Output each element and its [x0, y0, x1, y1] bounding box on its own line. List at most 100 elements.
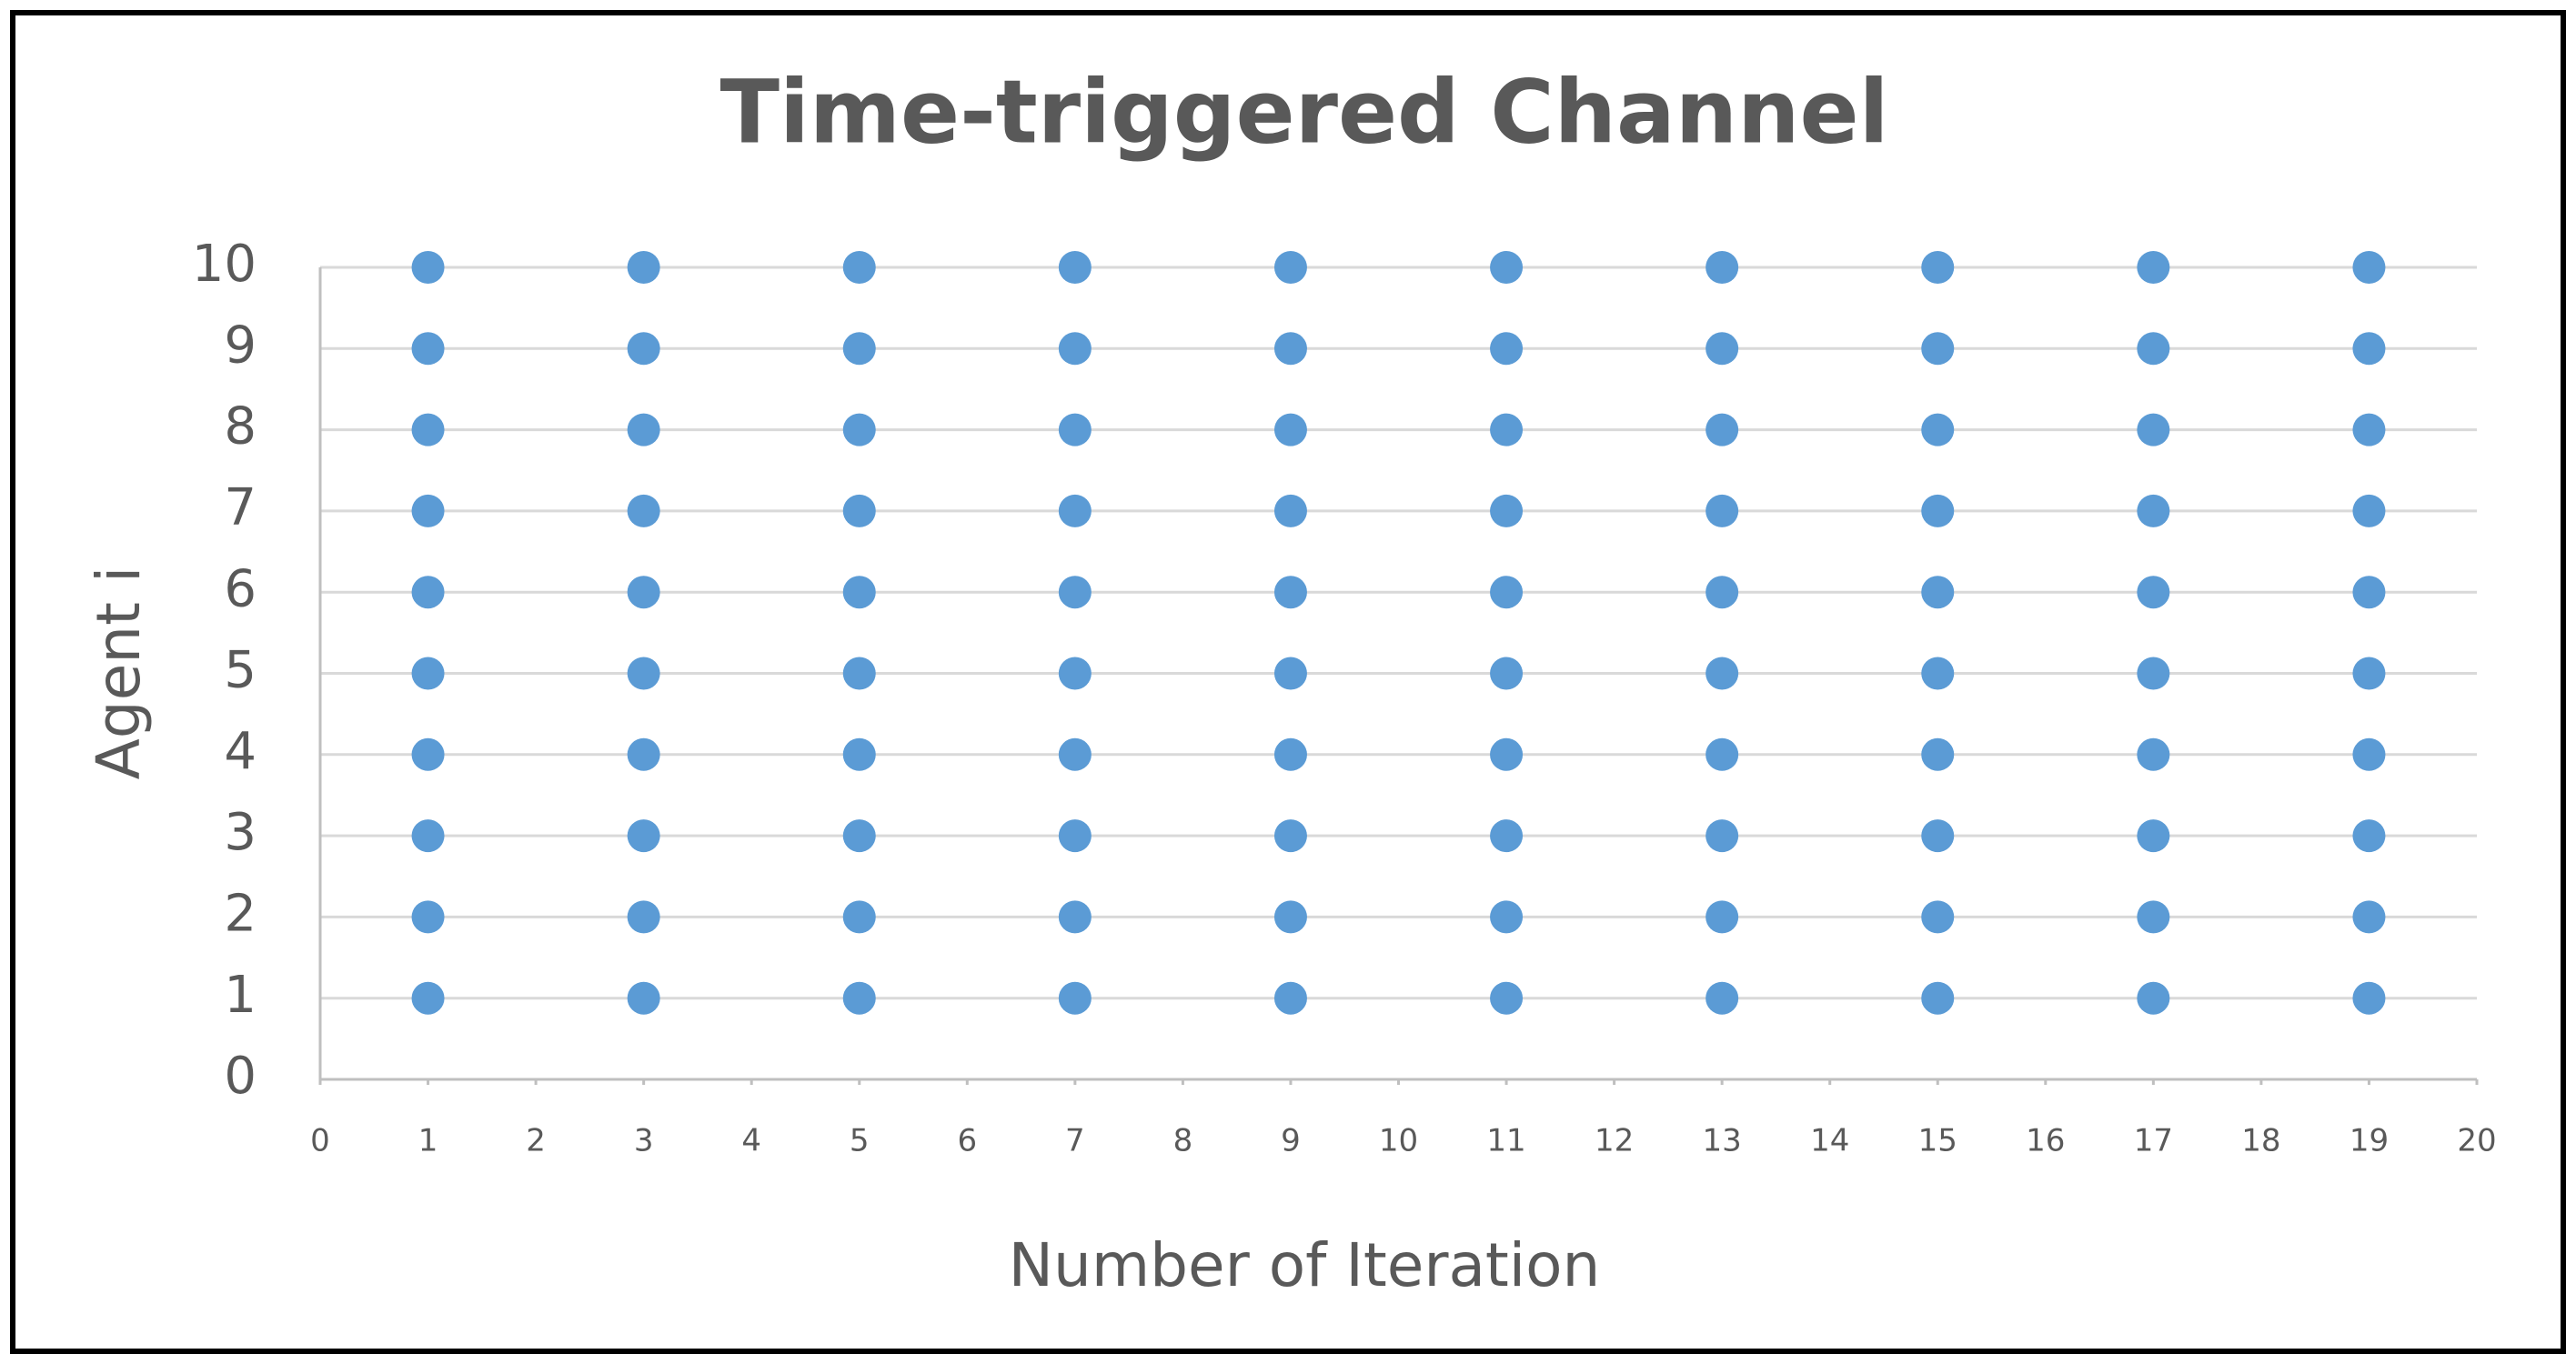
point	[1273, 576, 1307, 609]
point	[2137, 494, 2170, 527]
point	[627, 576, 660, 609]
point	[2352, 251, 2386, 284]
point	[2137, 251, 2170, 284]
point	[2137, 413, 2170, 446]
point	[1058, 819, 1092, 853]
point	[627, 657, 660, 690]
point	[1273, 657, 1307, 690]
point	[411, 251, 445, 284]
point	[842, 494, 876, 527]
point	[2137, 900, 2170, 934]
point	[2352, 819, 2386, 853]
point	[1273, 251, 1307, 284]
point	[1706, 413, 1739, 446]
point	[1058, 494, 1092, 527]
point	[2352, 900, 2386, 934]
point	[1273, 332, 1307, 366]
point	[1273, 900, 1307, 934]
point	[627, 332, 660, 366]
y-tick-label: 3	[224, 803, 257, 862]
point	[1921, 657, 1955, 690]
point	[411, 494, 445, 527]
x-tick-label: 2	[526, 1123, 546, 1159]
point	[2352, 413, 2386, 446]
point	[1490, 819, 1524, 853]
point	[2137, 576, 2170, 609]
point	[842, 332, 876, 366]
point	[411, 332, 445, 366]
point	[1273, 413, 1307, 446]
point	[1058, 657, 1092, 690]
point	[627, 981, 660, 1015]
point	[411, 413, 445, 446]
point	[411, 576, 445, 609]
x-tick-label: 17	[2134, 1123, 2173, 1159]
point	[1921, 413, 1955, 446]
x-tick-label: 15	[1918, 1123, 1957, 1159]
x-tick-label: 16	[2026, 1123, 2065, 1159]
y-tick-label: 2	[224, 885, 257, 944]
point	[1921, 981, 1955, 1015]
point	[411, 819, 445, 853]
point	[1490, 981, 1524, 1015]
y-tick-label: 1	[224, 966, 257, 1025]
x-tick-label: 1	[418, 1123, 438, 1159]
point	[2352, 576, 2386, 609]
point	[2137, 981, 2170, 1015]
x-tick-label: 12	[1595, 1123, 1634, 1159]
point	[2352, 494, 2386, 527]
point	[2352, 332, 2386, 366]
point	[1490, 332, 1524, 366]
point	[842, 737, 876, 771]
point	[627, 737, 660, 771]
y-tick-label: 5	[224, 641, 257, 700]
x-tick-label: 7	[1065, 1123, 1085, 1159]
x-tick-label: 4	[741, 1123, 761, 1159]
y-tick-label: 7	[224, 478, 257, 537]
x-tick-label: 19	[2350, 1123, 2389, 1159]
point	[2137, 737, 2170, 771]
point	[2352, 981, 2386, 1015]
point	[627, 494, 660, 527]
y-tick-label: 0	[224, 1047, 257, 1106]
y-tick-label: 4	[224, 722, 257, 781]
point	[1058, 900, 1092, 934]
point	[1921, 819, 1955, 853]
point	[1706, 332, 1739, 366]
point	[2137, 332, 2170, 366]
point	[2352, 737, 2386, 771]
point	[1273, 981, 1307, 1015]
x-tick-label: 14	[1810, 1123, 1849, 1159]
point	[627, 413, 660, 446]
point	[1058, 576, 1092, 609]
y-tick-label: 6	[224, 559, 257, 618]
point	[1706, 737, 1739, 771]
point	[842, 657, 876, 690]
point	[2137, 657, 2170, 690]
point	[842, 819, 876, 853]
point	[1490, 494, 1524, 527]
x-tick-label: 3	[634, 1123, 654, 1159]
point	[1490, 737, 1524, 771]
point	[1058, 332, 1092, 366]
point	[1058, 737, 1092, 771]
point	[627, 251, 660, 284]
point	[1706, 576, 1739, 609]
point	[1058, 413, 1092, 446]
point	[1921, 900, 1955, 934]
x-tick-label: 0	[310, 1123, 330, 1159]
point	[411, 737, 445, 771]
point	[1273, 494, 1307, 527]
x-tick-label: 10	[1379, 1123, 1418, 1159]
x-tick-label: 11	[1486, 1123, 1525, 1159]
point	[842, 576, 876, 609]
point	[1706, 494, 1739, 527]
x-tick-label: 6	[957, 1123, 977, 1159]
x-tick-label: 8	[1173, 1123, 1193, 1159]
point	[1490, 900, 1524, 934]
point	[1921, 251, 1955, 284]
chart-title: Time-triggered Channel	[720, 61, 1889, 163]
point	[1921, 576, 1955, 609]
point	[1706, 981, 1739, 1015]
